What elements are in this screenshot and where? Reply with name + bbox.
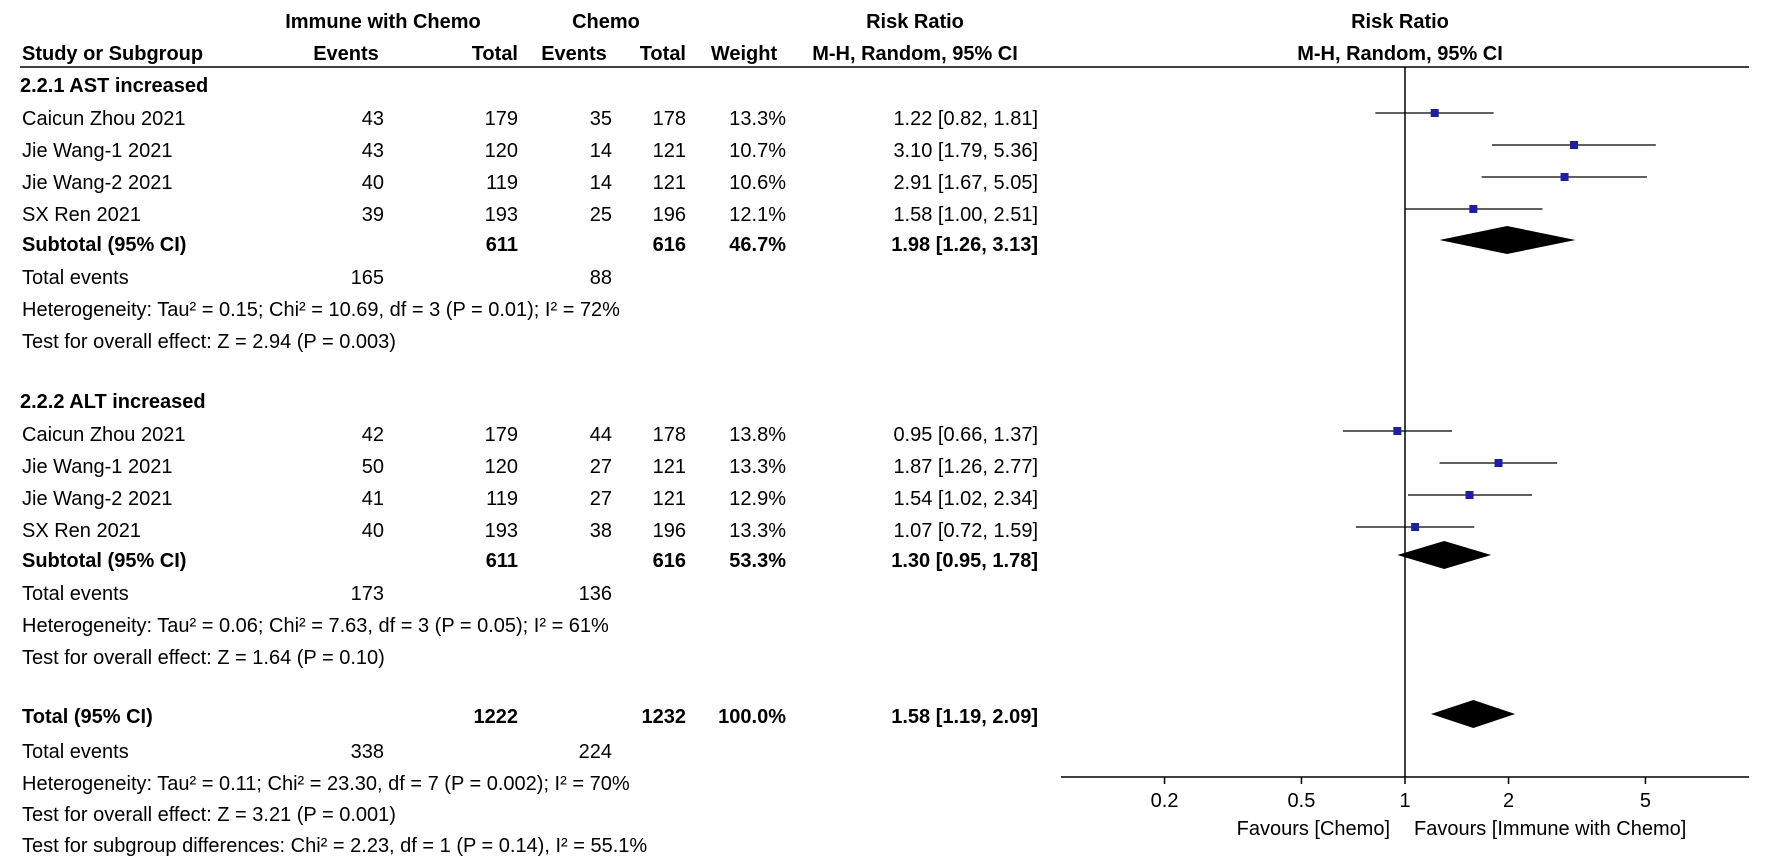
subgroup-differences-text: Test for subgroup differences: Chi² = 2.… [22,835,648,857]
plot-method-header: M-H, Random, 95% CI [1297,43,1503,65]
events1-header: Events [313,43,379,65]
favours-right-label: Favours [Immune with Chemo] [1414,818,1687,840]
x-tick-label: 2 [1503,790,1514,812]
study-point [1469,205,1478,213]
pooled-diamond [1430,700,1516,728]
heterogeneity-text: Heterogeneity: Tau² = 0.15; Chi² = 10.69… [22,299,620,321]
x-tick-label: 5 [1640,790,1651,812]
pooled-diamond [1397,541,1492,569]
study-column-header: Study or Subgroup [22,43,204,65]
total1-header: Total [471,43,518,65]
heterogeneity-text: Heterogeneity: Tau² = 0.11; Chi² = 23.30… [22,773,630,795]
study-point [1570,141,1579,149]
x-tick-label: 0.5 [1288,790,1316,812]
study-point [1411,523,1420,531]
subgroup-1-title: 2.2.1 AST increased [20,75,209,97]
study-point [1494,459,1503,467]
study-point [1430,109,1439,117]
events2-header: Events [541,43,607,65]
heterogeneity-text: Heterogeneity: Tau² = 0.06; Chi² = 7.63,… [22,615,609,637]
rr-method-header: M-H, Random, 95% CI [812,43,1018,65]
x-tick-label: 0.2 [1151,790,1179,812]
overall-effect-text: Test for overall effect: Z = 3.21 (P = 0… [22,804,396,826]
weight-header: Weight [710,43,778,65]
x-tick-label: 1 [1399,790,1410,812]
risk-ratio-header: Risk Ratio [866,11,964,33]
plot-title: Risk Ratio [1351,11,1449,33]
group2-header: Chemo [572,11,640,33]
group1-header: Immune with Chemo [285,11,481,33]
study-point [1465,491,1474,499]
subgroup-2-title: 2.2.2 ALT increased [20,391,206,413]
study-point [1560,173,1569,181]
total2-header: Total [639,43,686,65]
overall-effect-text: Test for overall effect: Z = 1.64 (P = 0… [22,647,385,669]
study-point [1393,427,1402,435]
favours-left-label: Favours [Chemo] [1236,818,1390,840]
overall-effect-text: Test for overall effect: Z = 2.94 (P = 0… [22,331,396,353]
pooled-diamond [1439,226,1576,254]
